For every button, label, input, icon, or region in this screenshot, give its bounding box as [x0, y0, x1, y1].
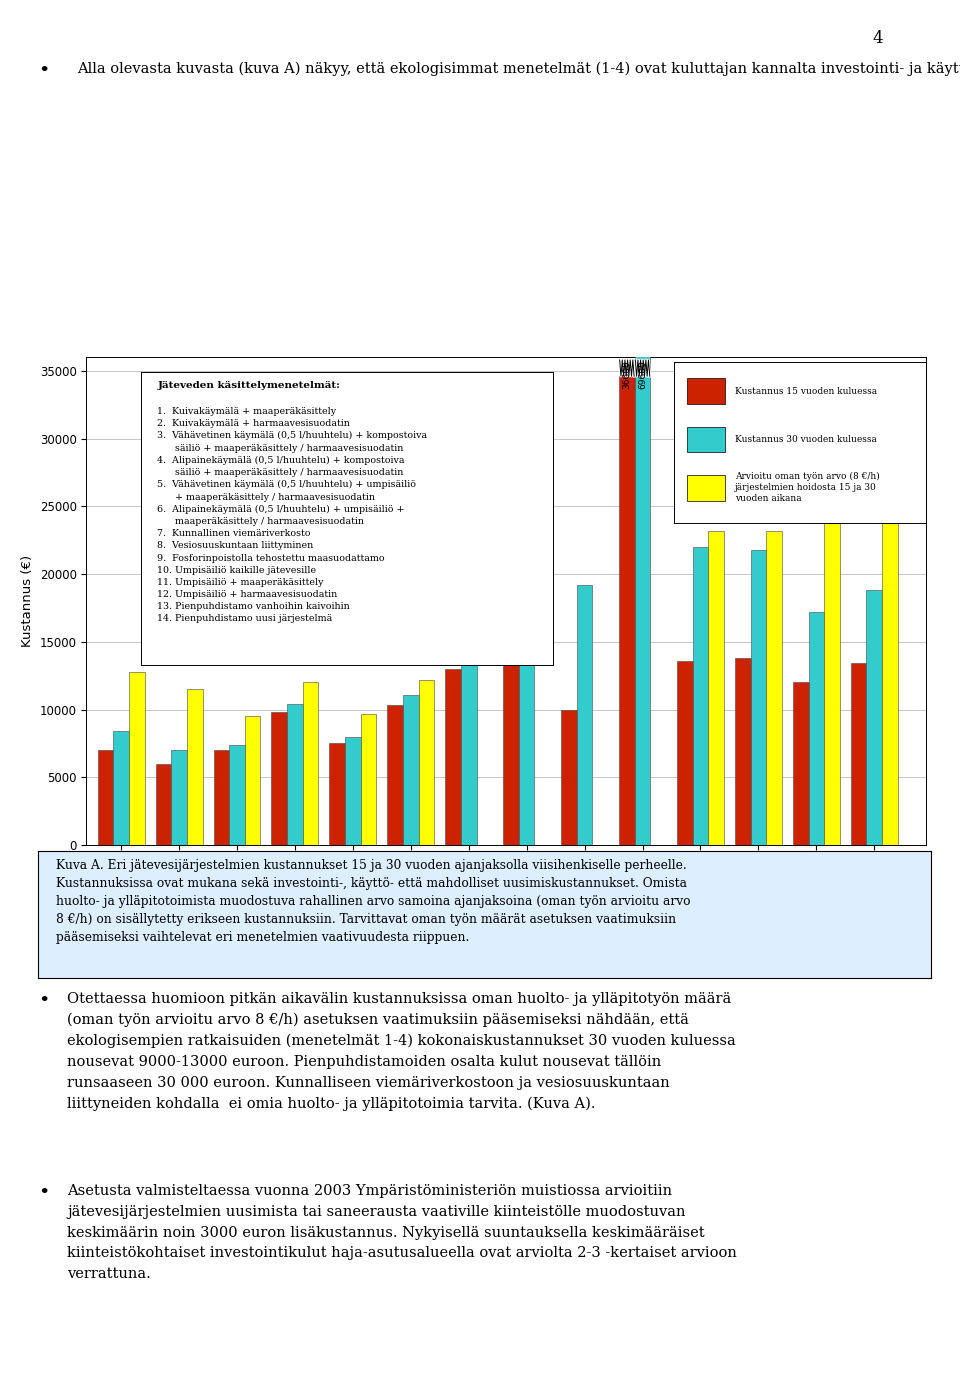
Text: 36600: 36600 [622, 360, 632, 389]
Bar [751, 550, 766, 845]
Text: Kuva A. Eri jätevesijärjestelmien kustannukset 15 ja 30 vuoden ajanjaksolla viis: Kuva A. Eri jätevesijärjestelmien kustan… [57, 860, 691, 944]
Bar [824, 429, 840, 845]
Bar [229, 745, 245, 845]
Bar [272, 712, 287, 845]
Bar [677, 661, 693, 845]
Bar [287, 703, 302, 845]
Bar [562, 709, 577, 845]
Bar [213, 750, 229, 845]
Bar [129, 672, 145, 845]
Bar [302, 683, 319, 845]
Bar [851, 664, 867, 845]
Bar [793, 683, 808, 845]
Bar [245, 716, 260, 845]
Bar [808, 611, 824, 845]
Y-axis label: Kustannus (€): Kustannus (€) [21, 555, 35, 647]
Bar [329, 743, 345, 845]
Text: 4: 4 [873, 30, 883, 47]
Bar [882, 407, 898, 845]
Bar [113, 731, 129, 845]
Text: 69600: 69600 [638, 360, 647, 389]
Bar [518, 511, 535, 845]
Bar [361, 713, 376, 845]
Bar [708, 530, 724, 845]
Bar [387, 705, 403, 845]
Text: Otettaessa huomioon pitkän aikavälin kustannuksissa oman huolto- ja ylläpitotyön: Otettaessa huomioon pitkän aikavälin kus… [67, 992, 736, 1112]
Bar [577, 585, 592, 845]
Bar [171, 750, 187, 845]
Bar [635, 0, 650, 845]
Bar [461, 588, 476, 845]
Bar [867, 591, 882, 845]
Bar [735, 658, 751, 845]
Text: Asetusta valmisteltaessa vuonna 2003 Ympäristöministeriön muistiossa arvioitiin
: Asetusta valmisteltaessa vuonna 2003 Ymp… [67, 1184, 737, 1281]
Bar [345, 736, 361, 845]
Bar [766, 530, 781, 845]
Bar [693, 547, 708, 845]
Text: •: • [38, 62, 50, 80]
Bar [98, 750, 113, 845]
Text: •: • [38, 1184, 50, 1202]
Bar [156, 764, 171, 845]
Bar [187, 690, 203, 845]
Bar [403, 695, 419, 845]
Text: •: • [38, 992, 50, 1010]
Bar [503, 603, 518, 845]
Bar [445, 669, 461, 845]
Bar [419, 680, 434, 845]
Bar [619, 376, 635, 845]
Text: Alla olevasta kuvasta (kuva A) näkyy, että ekologisimmat menetelmät (1-4) ovat k: Alla olevasta kuvasta (kuva A) näkyy, et… [77, 62, 960, 76]
